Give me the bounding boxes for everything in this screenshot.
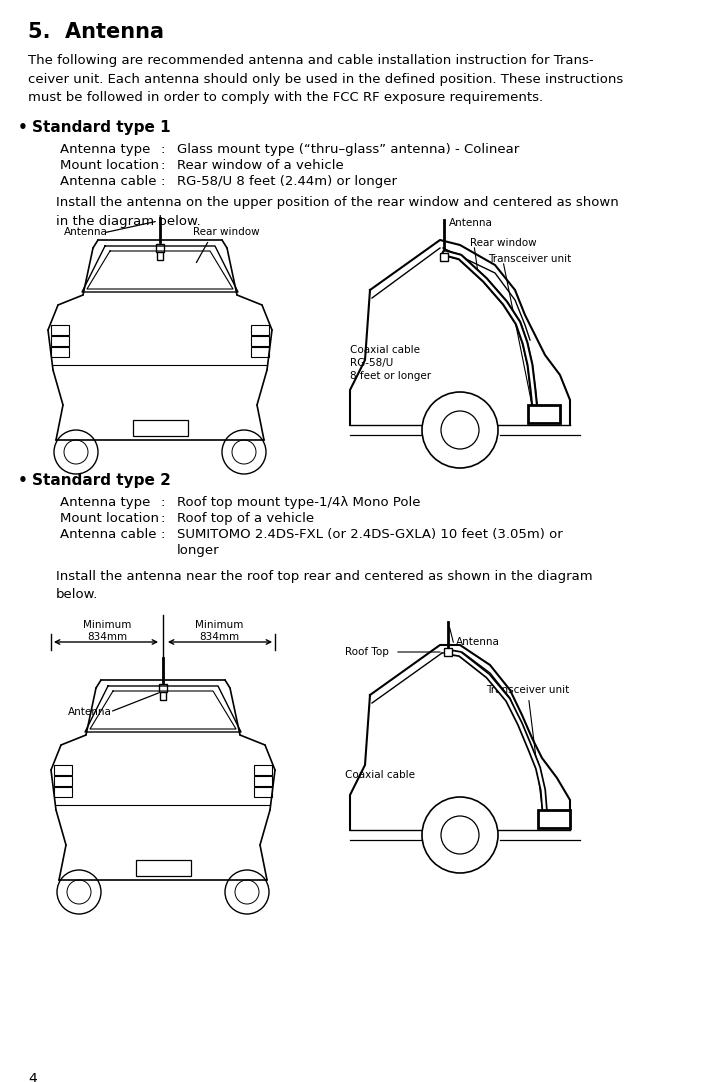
Text: Roof Top: Roof Top	[345, 647, 389, 657]
Text: Antenna: Antenna	[64, 227, 108, 237]
Text: •: •	[18, 120, 28, 135]
Text: Rear window: Rear window	[470, 238, 537, 248]
Bar	[136, 860, 191, 876]
Bar	[133, 420, 188, 436]
Bar	[440, 253, 448, 261]
Text: Antenna cable: Antenna cable	[60, 175, 156, 188]
Text: Rear window: Rear window	[193, 227, 260, 237]
Bar	[157, 252, 163, 260]
Text: Antenna: Antenna	[449, 217, 493, 228]
Bar	[160, 692, 166, 700]
Bar	[51, 347, 69, 357]
Text: Roof top of a vehicle: Roof top of a vehicle	[177, 512, 314, 525]
Text: Coaxial cable
RG-58/U
8 feet or longer: Coaxial cable RG-58/U 8 feet or longer	[350, 345, 431, 381]
Text: Mount location: Mount location	[60, 512, 159, 525]
Text: Antenna type: Antenna type	[60, 143, 150, 156]
Circle shape	[422, 392, 498, 469]
Text: Minimum
834mm: Minimum 834mm	[195, 620, 243, 643]
Bar	[251, 325, 269, 335]
Text: Rear window of a vehicle: Rear window of a vehicle	[177, 159, 344, 172]
Text: Antenna: Antenna	[68, 707, 112, 717]
Text: Standard type 1: Standard type 1	[32, 120, 171, 135]
Bar	[51, 325, 69, 335]
Text: Mount location: Mount location	[60, 159, 159, 172]
Text: •: •	[18, 473, 28, 488]
Text: :: :	[160, 159, 164, 172]
Text: Roof top mount type-1/4λ Mono Pole: Roof top mount type-1/4λ Mono Pole	[177, 496, 421, 509]
Text: :: :	[160, 143, 164, 156]
Text: :: :	[160, 175, 164, 188]
Text: 5.  Antenna: 5. Antenna	[28, 22, 164, 42]
Text: Standard type 2: Standard type 2	[32, 473, 171, 488]
Bar	[54, 776, 72, 786]
Text: 4: 4	[28, 1072, 37, 1082]
Bar	[528, 405, 560, 423]
Text: Transceiver unit: Transceiver unit	[488, 254, 571, 264]
Text: Glass mount type (“thru–glass” antenna) - Colinear: Glass mount type (“thru–glass” antenna) …	[177, 143, 519, 156]
Text: Minimum
834mm: Minimum 834mm	[83, 620, 131, 643]
Text: Antenna type: Antenna type	[60, 496, 150, 509]
Bar	[54, 765, 72, 775]
Bar	[54, 787, 72, 797]
Bar	[51, 337, 69, 346]
Bar	[254, 765, 272, 775]
Text: SUMITOMO 2.4DS-FXL (or 2.4DS-GXLA) 10 feet (3.05m) or: SUMITOMO 2.4DS-FXL (or 2.4DS-GXLA) 10 fe…	[177, 528, 563, 541]
Bar	[254, 787, 272, 797]
Text: Transceiver unit: Transceiver unit	[486, 685, 569, 813]
Bar	[251, 347, 269, 357]
Text: longer: longer	[177, 544, 219, 557]
Bar	[251, 337, 269, 346]
Bar	[254, 776, 272, 786]
Bar	[538, 810, 570, 828]
Text: Install the antenna near the roof top rear and centered as shown in the diagram
: Install the antenna near the roof top re…	[56, 570, 593, 602]
Text: RG-58/U 8 feet (2.44m) or longer: RG-58/U 8 feet (2.44m) or longer	[177, 175, 397, 188]
Bar	[156, 245, 164, 252]
Text: :: :	[160, 496, 164, 509]
Text: :: :	[160, 528, 164, 541]
Text: :: :	[160, 512, 164, 525]
Bar	[444, 648, 452, 656]
Text: Antenna cable: Antenna cable	[60, 528, 156, 541]
Text: Install the antenna on the upper position of the rear window and centered as sho: Install the antenna on the upper positio…	[56, 196, 619, 227]
Bar	[159, 684, 167, 692]
Circle shape	[422, 797, 498, 873]
Text: The following are recommended antenna and cable installation instruction for Tra: The following are recommended antenna an…	[28, 54, 623, 104]
Text: Coaxial cable: Coaxial cable	[345, 770, 415, 780]
Text: Antenna: Antenna	[456, 637, 500, 647]
